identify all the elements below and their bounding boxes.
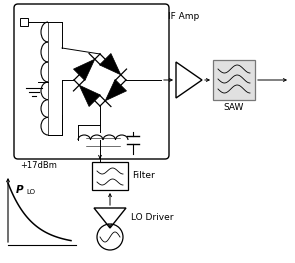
Polygon shape [79, 85, 101, 107]
Text: LO Driver: LO Driver [131, 214, 173, 222]
Polygon shape [73, 59, 95, 80]
Polygon shape [99, 53, 121, 75]
Bar [213, 60, 255, 100]
Text: LO: LO [26, 189, 35, 195]
Text: SAW: SAW [224, 103, 244, 112]
Text: +17dBm: +17dBm [20, 161, 57, 170]
Polygon shape [105, 79, 127, 101]
Bar [20, 18, 28, 26]
Bar [92, 162, 128, 190]
FancyBboxPatch shape [14, 4, 169, 159]
Text: Filter: Filter [132, 171, 155, 180]
Text: IF Amp: IF Amp [168, 12, 199, 21]
Text: P: P [16, 185, 24, 195]
